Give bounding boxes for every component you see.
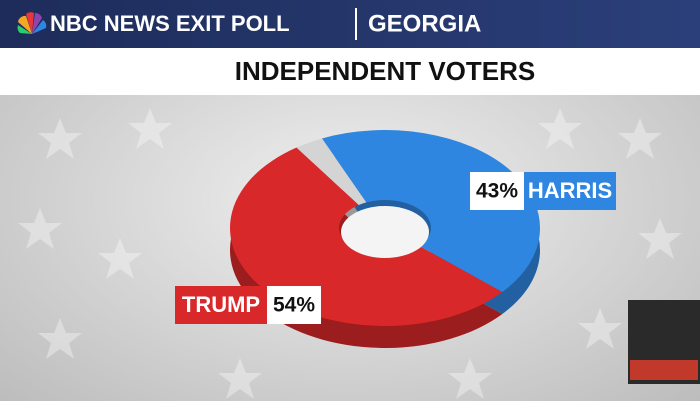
donut bbox=[229, 130, 540, 348]
label-name: HARRIS bbox=[528, 178, 612, 203]
label-name-box bbox=[175, 286, 267, 324]
label-value: 43% bbox=[476, 180, 518, 203]
label-value: 54% bbox=[273, 294, 315, 317]
slice bbox=[321, 130, 540, 293]
nbc-logo bbox=[17, 12, 47, 34]
label-name: TRUMP bbox=[182, 292, 260, 317]
brand: NBC NEWS EXIT POLL bbox=[50, 11, 290, 36]
labels: HARRIS 43% TRUMP 54% bbox=[175, 172, 616, 324]
label-value-box bbox=[470, 172, 524, 210]
slice bbox=[296, 138, 367, 206]
slice bbox=[229, 147, 503, 327]
title-band bbox=[0, 48, 700, 95]
label-value-box bbox=[267, 286, 321, 324]
label-name-box bbox=[524, 172, 616, 210]
state: GEORGIA bbox=[368, 10, 481, 37]
chart-title: INDEPENDENT VOTERS bbox=[235, 56, 536, 86]
donut-hole bbox=[341, 206, 429, 258]
header-bar bbox=[0, 0, 700, 48]
inset-ticker bbox=[630, 360, 698, 380]
